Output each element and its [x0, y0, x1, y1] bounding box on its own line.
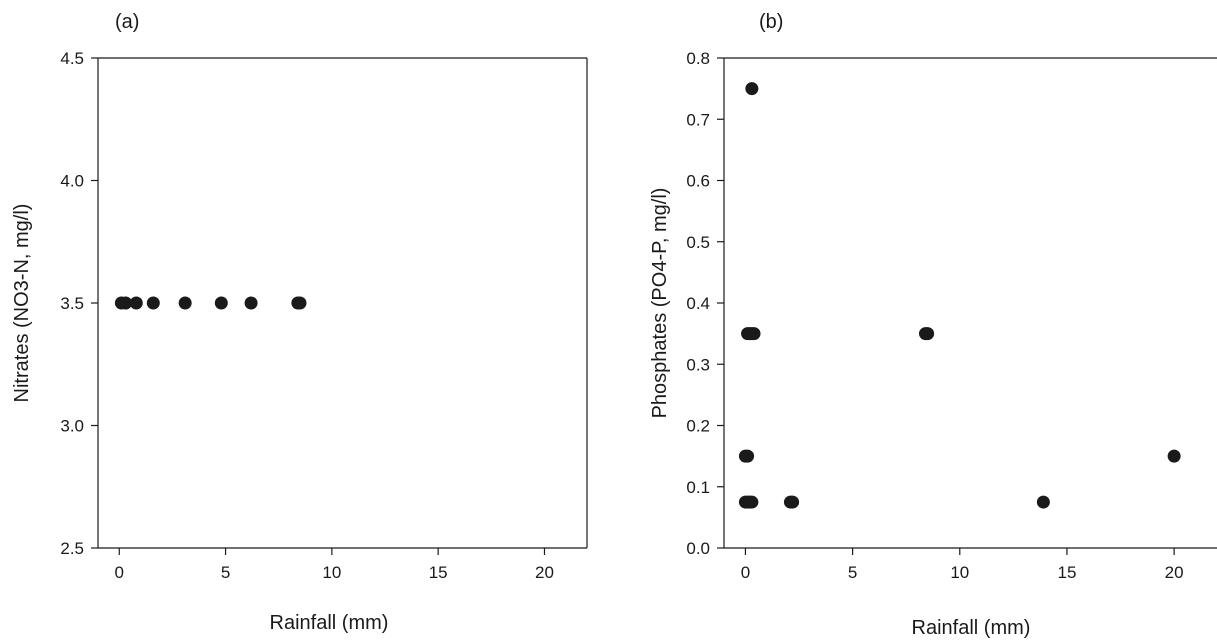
panel-a-x-tick-label: 5 [221, 563, 230, 582]
panel-b-x-tick-label: 0 [741, 563, 750, 582]
panel-b-data-point [786, 495, 800, 509]
panel-b-data-point [921, 327, 935, 341]
panel-a-x-tick-label: 20 [535, 563, 554, 582]
panel-b-y-tick-label: 0.8 [686, 49, 710, 68]
panel-a-data-point [244, 296, 258, 310]
panel-b-phosphates: (b) Rainfall (mm) Phosphates (PO4-P, mg/… [649, 11, 1217, 639]
panel-a-data-point [129, 296, 143, 310]
panel-b-x-tick-label: 15 [1057, 563, 1076, 582]
panel-a-data-point [178, 296, 192, 310]
panel-b-data-point [741, 449, 755, 463]
panel-b-y-tick-label: 0.2 [686, 417, 710, 436]
panel-a-data-point [119, 296, 133, 310]
panel-a-x-tick-label: 10 [322, 563, 341, 582]
panel-a-data-point [146, 296, 160, 310]
panel-b-data-point [747, 327, 761, 341]
panel-b-y-axis-label: Phosphates (PO4-P, mg/l) [649, 188, 671, 419]
panel-b-x-tick-label: 20 [1165, 563, 1184, 582]
panel-b-y-tick-label: 0.5 [686, 233, 710, 252]
panel-a-y-tick-label: 2.5 [60, 539, 84, 558]
panel-a-y-axis-label: Nitrates (NO3-N, mg/l) [11, 204, 33, 403]
panel-b-y-tick-label: 0.7 [686, 110, 710, 129]
panel-b-data-point [745, 495, 759, 509]
panel-a-x-tick-label: 15 [429, 563, 448, 582]
panel-a-y-tick-label: 3.0 [60, 417, 84, 436]
panel-b-data-point [745, 82, 759, 96]
panel-a-y-tick-label: 4.0 [60, 172, 84, 191]
panel-b-label: (b) [759, 11, 783, 33]
panel-b-data-point [1167, 449, 1181, 463]
panel-a-data-point [214, 296, 228, 310]
panel-b-x-axis-label: Rainfall (mm) [912, 617, 1031, 639]
panel-a-y-tick-label: 3.5 [60, 294, 84, 313]
panel-a-x-tick-label: 0 [115, 563, 124, 582]
panel-a-y-tick-label: 4.5 [60, 49, 84, 68]
panel-b-y-tick-label: 0.0 [686, 539, 710, 558]
panel-a-nitrates: (a) Rainfall (mm) Nitrates (NO3-N, mg/l)… [11, 11, 588, 634]
panel-a-label: (a) [115, 11, 139, 33]
panel-a-x-axis-label: Rainfall (mm) [270, 612, 389, 634]
panel-b-x-tick-label: 10 [950, 563, 969, 582]
panel-b-data-point [1036, 495, 1050, 509]
panel-b-y-tick-label: 0.3 [686, 355, 710, 374]
panel-a-data-point [293, 296, 307, 310]
panel-b-y-tick-label: 0.1 [686, 478, 710, 497]
panel-b-y-tick-label: 0.4 [686, 294, 710, 313]
panel-b-y-tick-label: 0.6 [686, 172, 710, 191]
panel-b-x-tick-label: 5 [848, 563, 857, 582]
